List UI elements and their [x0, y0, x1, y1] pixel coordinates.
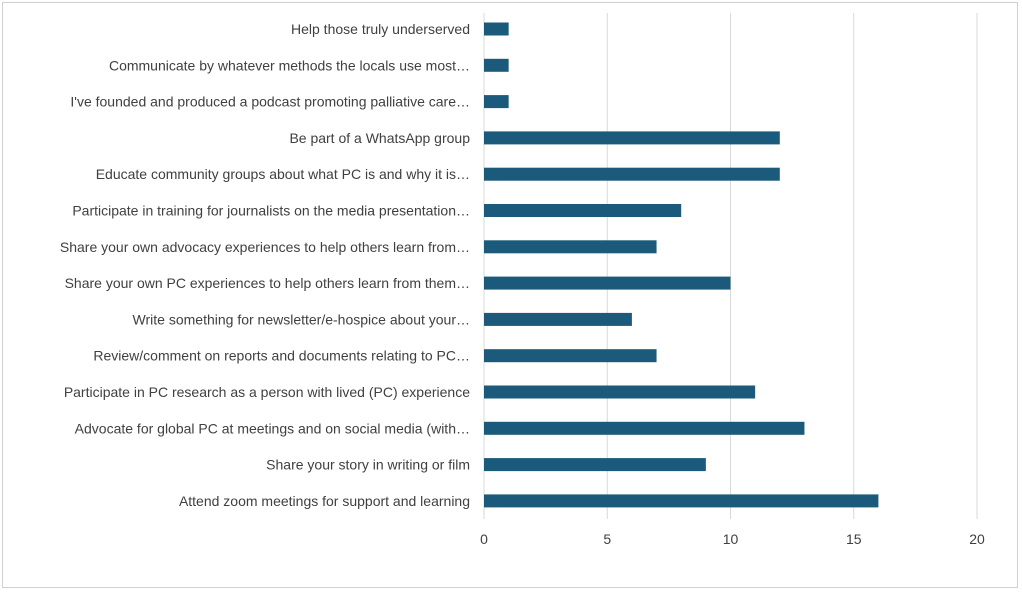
- gridlines: [483, 13, 978, 519]
- category-labels: Help those truly underserved Communicate …: [60, 21, 470, 509]
- x-tick-label: 0: [480, 531, 488, 547]
- category-label: I've founded and produced a podcast prom…: [70, 94, 470, 110]
- x-tick-label: 15: [846, 531, 862, 547]
- category-label: Attend zoom meetings for support and lea…: [179, 493, 470, 509]
- bars: [484, 22, 879, 508]
- category-label: Advocate for global PC at meetings and o…: [75, 420, 470, 436]
- bar: [484, 385, 756, 399]
- bar: [484, 494, 879, 508]
- bar: [484, 167, 780, 181]
- category-label: Help those truly underserved: [291, 21, 470, 37]
- bar: [484, 95, 509, 109]
- category-label: Share your own advocacy experiences to h…: [60, 239, 470, 255]
- bar: [484, 312, 632, 326]
- bar: [484, 240, 657, 254]
- bar: [484, 22, 509, 36]
- bar: [484, 131, 780, 145]
- x-tick-label: 10: [723, 531, 739, 547]
- category-label: Be part of a WhatsApp group: [289, 130, 470, 146]
- category-label: Communicate by whatever methods the loca…: [109, 57, 470, 73]
- bar: [484, 349, 657, 363]
- category-label: Educate community groups about what PC i…: [96, 166, 470, 182]
- category-label: Share your story in writing or film: [266, 457, 470, 473]
- bar: [484, 276, 731, 290]
- x-tick-label: 20: [969, 531, 985, 547]
- bar: [484, 204, 682, 217]
- x-tick-label: 5: [603, 531, 611, 547]
- bar: [484, 58, 509, 72]
- bar: [484, 421, 805, 435]
- category-label: Participate in training for journalists …: [72, 203, 470, 219]
- category-label: Share your own PC experiences to help ot…: [65, 275, 470, 291]
- category-label: Write something for newsletter/e-hospice…: [133, 311, 470, 327]
- category-label: Participate in PC research as a person w…: [64, 384, 470, 400]
- bar: [484, 458, 706, 472]
- category-label: Review/comment on reports and documents …: [93, 348, 470, 364]
- bar-chart: Help those truly underserved Communicate …: [60, 13, 985, 547]
- x-axis-ticks: 0 5 10 15 20: [480, 531, 985, 547]
